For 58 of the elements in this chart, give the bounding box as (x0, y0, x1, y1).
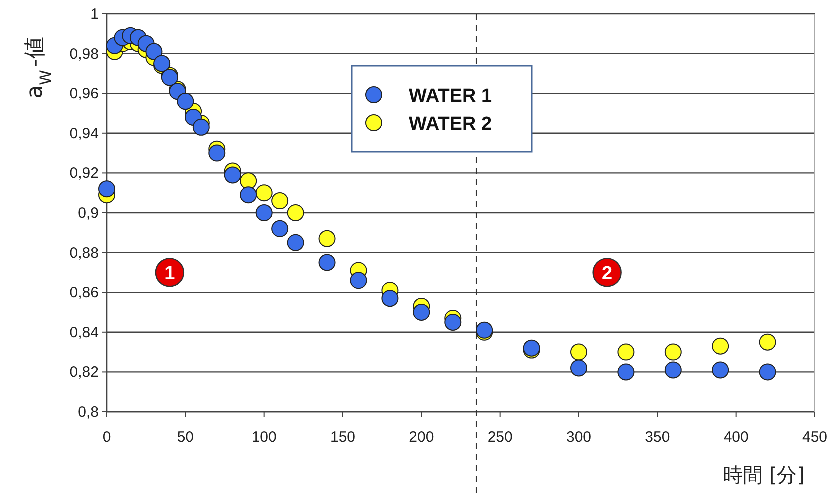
y-tick-label: 0,98 (70, 46, 99, 63)
y-tick-label: 0,92 (70, 165, 99, 182)
annotation: 1 (164, 264, 176, 285)
point (570, 344, 588, 361)
point (177, 93, 194, 110)
y-tick-label: 0,82 (70, 364, 99, 382)
annotation: 2 (602, 264, 613, 285)
x-tick-label: 350 (645, 429, 670, 446)
point (318, 230, 336, 248)
point (712, 362, 730, 379)
annotation: 2 (592, 258, 622, 288)
legend-label: WATER 2 (409, 114, 492, 135)
point (287, 234, 304, 252)
point (224, 166, 242, 184)
y-tick-label: 1 (90, 6, 99, 23)
point (318, 254, 336, 272)
point (146, 43, 163, 60)
y-tick-label: 0,84 (70, 324, 99, 342)
x-tick-label: 450 (802, 429, 828, 446)
point (192, 118, 210, 136)
x-tick-label: 50 (177, 429, 194, 446)
point (272, 220, 289, 238)
point (664, 362, 682, 379)
legend-label: WATER 1 (409, 86, 492, 107)
y-tick-label: 0,96 (70, 86, 99, 103)
point (256, 184, 273, 202)
point (712, 338, 730, 355)
x-tick-label: 150 (330, 429, 356, 446)
annotation: 1 (155, 258, 185, 288)
x-tick-label: 200 (409, 429, 434, 446)
point (240, 186, 258, 204)
x-tick-label: 300 (566, 429, 592, 446)
x-tick-label: 100 (252, 429, 277, 446)
x-tick-label: 400 (724, 429, 749, 446)
point (618, 344, 635, 361)
point (98, 180, 116, 198)
point (759, 364, 776, 381)
point (444, 314, 462, 331)
point (287, 204, 304, 222)
x-tick-label: 250 (488, 429, 513, 446)
point (382, 290, 399, 308)
point (570, 360, 588, 377)
point (350, 272, 368, 290)
point (256, 204, 273, 222)
point (272, 192, 289, 210)
y-tick-label: 0,9 (78, 205, 99, 222)
y-tick-label: 0,86 (70, 284, 99, 302)
point (618, 364, 635, 381)
point (759, 334, 776, 351)
point (208, 144, 226, 162)
point (240, 172, 258, 190)
y-tick-label: 0,8 (78, 404, 99, 421)
point (413, 304, 430, 321)
y-tick-label: 0,94 (70, 125, 99, 142)
x-axis-title: 時間 [分] (723, 463, 805, 487)
point (664, 344, 682, 361)
x-tick-label: 0 (102, 429, 112, 446)
y-tick-label: 0,88 (70, 244, 99, 262)
